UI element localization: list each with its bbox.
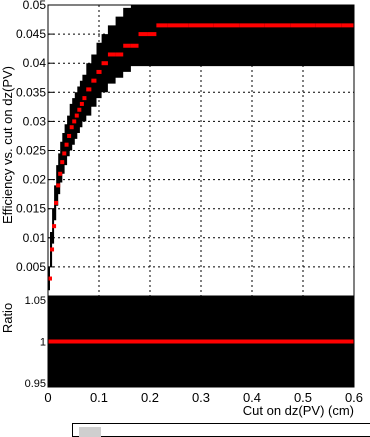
efficiency-point xyxy=(290,23,316,28)
efficiency-point xyxy=(48,276,52,281)
x-tick-label: 0.3 xyxy=(192,390,210,405)
ratio-y-tick-label: 1.05 xyxy=(25,295,46,307)
efficiency-point xyxy=(264,23,291,28)
x-tick-label: 0 xyxy=(44,390,51,405)
efficiency-point xyxy=(341,23,354,28)
x-tick-label: 0.6 xyxy=(345,390,363,405)
x-tick-label: 0.4 xyxy=(243,390,261,405)
efficiency-uncertainty-band xyxy=(48,5,354,291)
efficiency-point xyxy=(74,113,79,118)
efficiency-point xyxy=(91,78,97,83)
efficiency-point xyxy=(50,247,55,252)
legend-swatch xyxy=(79,427,101,437)
efficiency-point xyxy=(101,61,108,66)
efficiency-y-tick-label: 0.045 xyxy=(16,27,46,41)
efficiency-point xyxy=(69,125,74,130)
legend xyxy=(72,423,370,437)
efficiency-point xyxy=(58,171,63,176)
efficiency-y-tick-label: 0.05 xyxy=(23,0,47,12)
efficiency-y-tick-label: 0.035 xyxy=(16,85,46,99)
efficiency-point xyxy=(67,133,72,138)
ratio-panel: 0.95 1 1.05 0 0.1 0.2 0.3 0.4 0.5 0.6 xyxy=(25,295,363,405)
efficiency-point xyxy=(239,23,265,28)
ratio-y-tick-label: 1 xyxy=(40,337,46,349)
efficiency-y-axis-label: Efficiency vs. cut on dz(PV) xyxy=(0,66,15,224)
efficiency-point xyxy=(96,69,102,74)
efficiency-point xyxy=(115,52,124,57)
efficiency-y-tick-label: 0.03 xyxy=(23,114,47,128)
x-tick-label: 0.2 xyxy=(141,390,159,405)
efficiency-point xyxy=(107,52,116,57)
efficiency-point xyxy=(64,142,69,147)
efficiency-panel: 0.005 0.01 0.015 0.02 0.025 0.03 0.035 0.04 0.04… xyxy=(16,0,355,297)
efficiency-point xyxy=(82,96,87,101)
efficiency-point xyxy=(54,200,59,205)
efficiency-point xyxy=(52,224,57,229)
efficiency-point xyxy=(315,23,342,28)
efficiency-point xyxy=(130,43,139,48)
ratio-y-axis-label: Ratio xyxy=(0,303,15,333)
x-tick-label: 0.1 xyxy=(90,390,108,405)
efficiency-y-tick-label: 0.04 xyxy=(23,56,47,70)
efficiency-point xyxy=(77,107,82,112)
efficiency-point xyxy=(60,160,65,165)
efficiency-point xyxy=(147,32,157,37)
efficiency-point xyxy=(72,119,77,124)
efficiency-y-tick-label: 0.025 xyxy=(16,144,46,158)
efficiency-y-tick-label: 0.005 xyxy=(16,260,46,274)
x-tick-label: 0.5 xyxy=(294,390,312,405)
efficiency-point xyxy=(56,183,61,188)
efficiency-y-tick-label: 0.02 xyxy=(23,173,47,187)
x-axis-label: Cut on dz(PV) (cm) xyxy=(243,403,354,418)
efficiency-y-tick-label: 0.01 xyxy=(23,231,47,245)
efficiency-point xyxy=(188,23,214,28)
efficiency-point xyxy=(86,87,92,92)
efficiency-point xyxy=(123,43,131,48)
efficiency-point xyxy=(79,101,84,106)
efficiency-point xyxy=(167,23,189,28)
efficiency-point xyxy=(156,23,168,28)
efficiency-point xyxy=(213,23,240,28)
efficiency-point xyxy=(138,32,148,37)
efficiency-y-tick-label: 0.015 xyxy=(16,202,46,216)
efficiency-point xyxy=(62,151,67,156)
ratio-y-tick-label: 0.95 xyxy=(25,378,46,390)
